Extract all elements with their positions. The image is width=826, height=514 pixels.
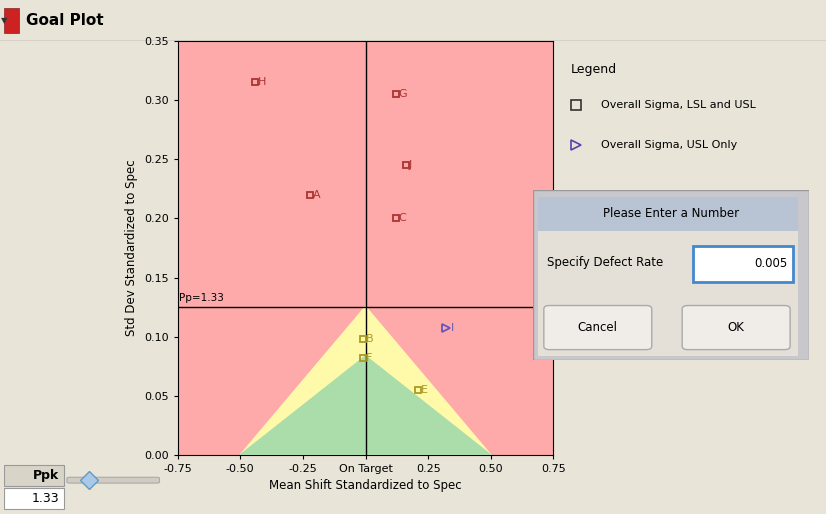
Text: Legend: Legend [571,63,617,76]
FancyBboxPatch shape [693,246,793,282]
Text: Please Enter a Number: Please Enter a Number [603,207,739,219]
Y-axis label: Std Dev Standardized to Spec: Std Dev Standardized to Spec [126,160,138,336]
FancyBboxPatch shape [539,197,799,231]
Text: Specify Defect Rate: Specify Defect Rate [547,256,662,269]
Text: Overall Sigma, LSL and USL: Overall Sigma, LSL and USL [601,100,756,109]
Text: Goal Plot: Goal Plot [26,13,104,28]
Text: H: H [259,78,267,87]
FancyBboxPatch shape [4,488,64,509]
Text: Cancel: Cancel [578,321,618,334]
FancyBboxPatch shape [544,305,652,350]
Text: 0.005: 0.005 [754,258,787,270]
X-axis label: Mean Shift Standardized to Spec: Mean Shift Standardized to Spec [269,480,462,492]
FancyBboxPatch shape [67,477,159,483]
Text: Ppk: Ppk [33,469,59,482]
Polygon shape [240,356,491,455]
Text: ▼: ▼ [1,16,7,25]
Polygon shape [240,306,491,455]
Text: J: J [409,160,412,170]
Text: Overall Sigma, USL Only: Overall Sigma, USL Only [601,140,737,150]
Text: Pp=1.33: Pp=1.33 [179,293,224,303]
Text: 1.33: 1.33 [31,492,59,505]
FancyBboxPatch shape [539,197,799,356]
Text: F: F [366,353,373,363]
Text: A: A [313,190,321,200]
Text: OK: OK [728,321,744,334]
Text: G: G [399,89,407,99]
Text: E: E [421,385,428,395]
Bar [4,8,19,33]
Text: C: C [399,213,406,224]
Text: B: B [366,334,373,344]
FancyBboxPatch shape [533,190,809,360]
FancyBboxPatch shape [682,305,790,350]
FancyBboxPatch shape [4,465,64,486]
Text: I: I [451,323,454,334]
